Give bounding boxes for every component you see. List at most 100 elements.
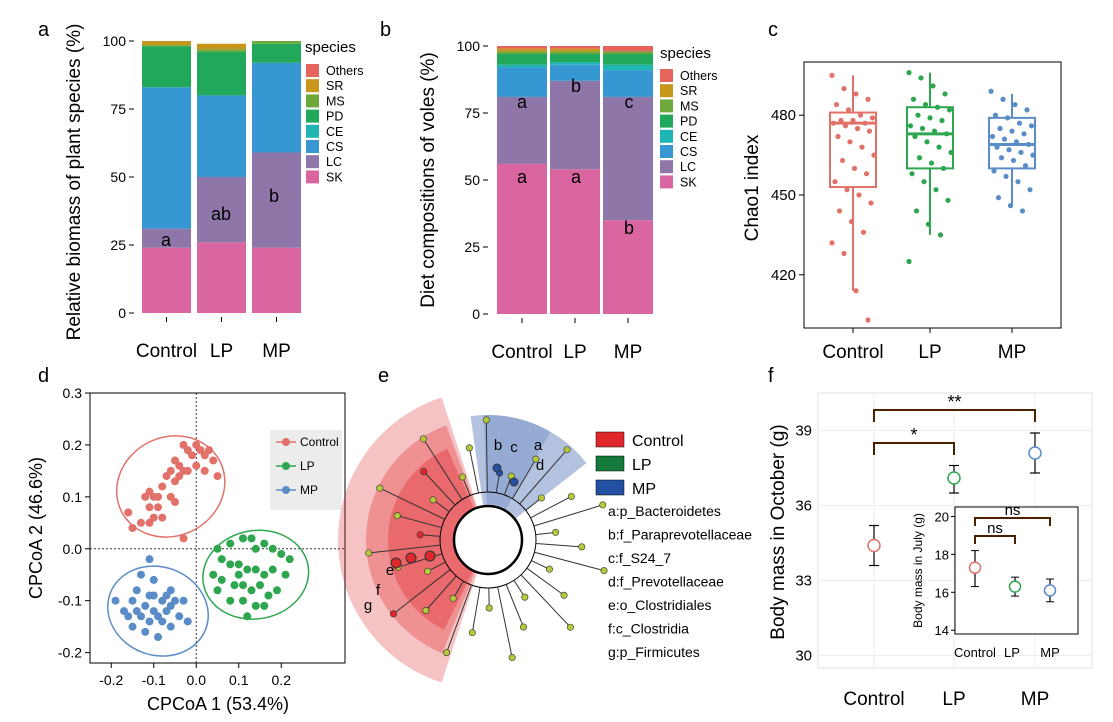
box-body: [829, 111, 877, 189]
box-point: [853, 91, 859, 97]
cladogram-branch: [526, 567, 565, 596]
legend-label: PD: [326, 110, 343, 124]
box-point: [841, 250, 847, 257]
x-tick-label: LP: [563, 342, 586, 363]
errorbar-mean: [947, 471, 961, 485]
box-point: [1016, 120, 1023, 126]
scatter-point-lp: [234, 570, 243, 579]
scatter-point-mp: [145, 555, 154, 564]
box-point: [922, 101, 929, 108]
y-tick-label: 0.3: [63, 385, 83, 401]
y-tick-label: 39: [795, 423, 812, 440]
panel-e-cladogram: a b c d efg Control LP MP a:p_Bacteroidetes b:f_P…: [338, 397, 752, 683]
panel-b-annotation-bottom: a: [517, 167, 528, 187]
bar-sk: [252, 247, 301, 313]
cladogram-legend-swatch: [595, 479, 625, 496]
legend-label: Others: [680, 69, 718, 83]
bar-sr: [197, 43, 246, 50]
cladogram-legend-label: LP: [632, 457, 652, 474]
scatter-point-control: [166, 492, 175, 501]
box-point: [931, 128, 938, 134]
box-point: [918, 75, 924, 81]
legend-swatch-ms: [306, 94, 319, 108]
clade-shade-family: [483, 415, 551, 509]
errorbar-mean: [867, 538, 881, 553]
bar-lc: [252, 152, 301, 248]
box-point: [844, 187, 850, 193]
scatter-point-mp: [132, 586, 141, 595]
panel-a-annotation: ab: [211, 204, 231, 224]
scatter-point-mp: [179, 596, 188, 605]
x-tick-label: 0.2: [272, 672, 292, 688]
scatter-point-lp: [251, 565, 260, 574]
inset-significance-label: ns: [1005, 502, 1021, 519]
cladogram-branch: [485, 420, 488, 493]
box-point: [1001, 136, 1008, 142]
cladogram-node: [563, 446, 571, 454]
cladogram-node: [482, 416, 490, 424]
cladogram-node-firmicutes: [424, 550, 436, 562]
box-point: [848, 219, 855, 225]
box-point: [997, 125, 1003, 132]
cladogram-node: [376, 484, 384, 492]
scatter-point-mp: [175, 612, 184, 621]
panel-b-y-axis-label: Diet compositions of voles (%): [418, 52, 439, 308]
box-point: [1015, 179, 1021, 185]
bar-sr: [497, 48, 547, 52]
box-point: [933, 187, 939, 193]
cladogram-branch: [397, 515, 442, 529]
bar-cs: [252, 62, 301, 153]
box-point: [936, 144, 942, 150]
panel-b-annotation-bottom: b: [624, 218, 634, 238]
bar-others: [603, 46, 653, 52]
box-point: [868, 200, 874, 206]
panel-c-y-axis-label: Chao1 index: [742, 134, 763, 241]
legend-swatch-sk: [660, 175, 673, 189]
box-point: [845, 107, 852, 113]
y-tick-label: 75: [464, 105, 480, 121]
scatter-point-lp: [268, 565, 277, 574]
box-point: [910, 96, 917, 102]
x-tick-label: Control: [491, 342, 552, 363]
cladogram-node: [566, 623, 574, 631]
box-point: [939, 117, 945, 124]
box-point: [854, 125, 861, 132]
inset-significance-bracket: [974, 535, 1016, 544]
cladogram-node-clostridiales: [390, 557, 402, 569]
scatter-point-lp: [260, 601, 269, 610]
box-point: [995, 195, 1002, 201]
legend-label: LC: [680, 160, 696, 174]
scatter-point-control: [158, 513, 167, 522]
scatter-point-control: [205, 446, 213, 455]
y-tick-label: 480: [771, 107, 796, 124]
inset-significance-bracket: [974, 517, 1051, 526]
scatter-point-control: [145, 487, 154, 496]
y-tick-label: 0: [472, 306, 480, 322]
bar-ms: [603, 51, 653, 55]
bar-ms: [252, 41, 301, 44]
cladogram-branch: [520, 574, 571, 628]
panel-b-annotation-bottom: a: [571, 167, 582, 187]
legend-label: PD: [680, 115, 697, 129]
bar-ce: [550, 62, 600, 65]
scatter-point-lp: [226, 596, 235, 605]
scatter-point-lp: [273, 586, 281, 595]
scatter-point-mp: [183, 617, 192, 626]
cladogram-branch: [534, 551, 605, 572]
legend-swatch-sr: [306, 79, 319, 93]
scatter-point-lp: [281, 570, 290, 579]
cladogram-node: [600, 567, 608, 575]
scatter-point-mp: [149, 575, 158, 584]
cladogram-legend-label: MP: [632, 481, 656, 498]
bar-cs: [550, 64, 600, 81]
scatter-point-control: [158, 482, 167, 491]
bar-pd: [197, 51, 246, 96]
cladogram-node: [468, 629, 476, 637]
inset-significance-label: ns: [987, 520, 1003, 537]
box-point: [853, 288, 859, 294]
x-tick-label: Control: [843, 689, 904, 710]
box-point: [1018, 149, 1024, 156]
legend-label: Control: [300, 435, 339, 449]
panel-b-legend-title: species: [660, 45, 711, 62]
cladogram-node: [365, 549, 373, 557]
